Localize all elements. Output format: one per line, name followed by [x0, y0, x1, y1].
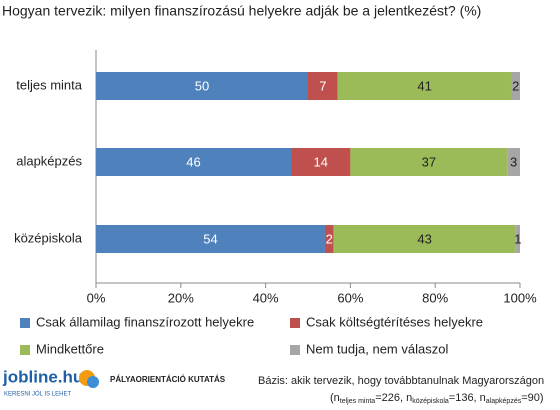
value-label: 1 — [514, 231, 521, 246]
value-label: 3 — [510, 154, 517, 169]
y-tick-label: középiskola — [14, 230, 83, 245]
logo-icon — [87, 376, 99, 388]
legend-swatch — [20, 345, 30, 355]
bar-segment — [337, 72, 512, 100]
legend-swatch — [20, 318, 30, 328]
value-label: 41 — [417, 78, 431, 93]
bar-segment — [96, 72, 308, 100]
bar-segment — [308, 72, 338, 100]
bar-segment — [324, 225, 334, 253]
value-label: 43 — [417, 231, 431, 246]
value-label: 2 — [326, 231, 333, 246]
bar-segment — [507, 148, 520, 176]
value-label: 37 — [422, 154, 436, 169]
legend-swatch — [290, 318, 300, 328]
sample-subscript: teljes minta — [340, 398, 376, 405]
tagline: KERESNI JÓL IS LEHET — [4, 391, 71, 398]
value-label: 54 — [203, 231, 217, 246]
sample-subscript: alapképzés — [486, 398, 522, 405]
sample-text: =226, n — [375, 392, 412, 404]
bar-segment — [350, 148, 508, 176]
legend-label: Csak államilag finanszírozott helyekre — [36, 314, 254, 329]
legend-label: Nem tudja, nem válaszol — [306, 341, 448, 356]
sample-text: =136, n — [449, 392, 486, 404]
legend-swatch — [290, 345, 300, 355]
bar-segment — [333, 225, 516, 253]
bar-segment — [515, 225, 520, 253]
logo: jobline.hu — [2, 367, 83, 386]
y-tick-label: teljes minta — [16, 77, 83, 92]
value-label: 7 — [319, 78, 326, 93]
x-tick-label: 80% — [422, 290, 448, 305]
x-tick-label: 40% — [253, 290, 279, 305]
sample-note: (nteljes minta=226, nközépiskola=136, na… — [330, 392, 544, 405]
survey-label: PÁLYAORIENTÁCIÓ KUTATÁS — [110, 375, 226, 384]
y-tick-label: alapképzés — [16, 153, 82, 168]
x-tick-label: 100% — [503, 290, 537, 305]
x-tick-label: 20% — [168, 290, 194, 305]
value-label: 46 — [186, 154, 200, 169]
sample-text: =90) — [521, 392, 543, 404]
sample-subscript: középiskola — [412, 398, 449, 405]
x-tick-label: 60% — [337, 290, 363, 305]
bar-segment — [511, 72, 520, 100]
base-note: Bázis: akik tervezik, hogy továbbtanulna… — [258, 375, 544, 387]
chart-title: Hogyan tervezik: milyen finanszírozású h… — [2, 3, 481, 19]
bar-segment — [96, 225, 325, 253]
bar-segment — [291, 148, 351, 176]
legend-label: Mindkettőre — [36, 341, 104, 356]
value-label: 14 — [313, 154, 327, 169]
value-label: 50 — [195, 78, 209, 93]
value-label: 2 — [512, 78, 519, 93]
bar-segment — [96, 148, 292, 176]
legend-label: Csak költségtérítéses helyekre — [306, 314, 483, 329]
sample-text: (n — [330, 392, 340, 404]
x-tick-label: 0% — [87, 290, 106, 305]
